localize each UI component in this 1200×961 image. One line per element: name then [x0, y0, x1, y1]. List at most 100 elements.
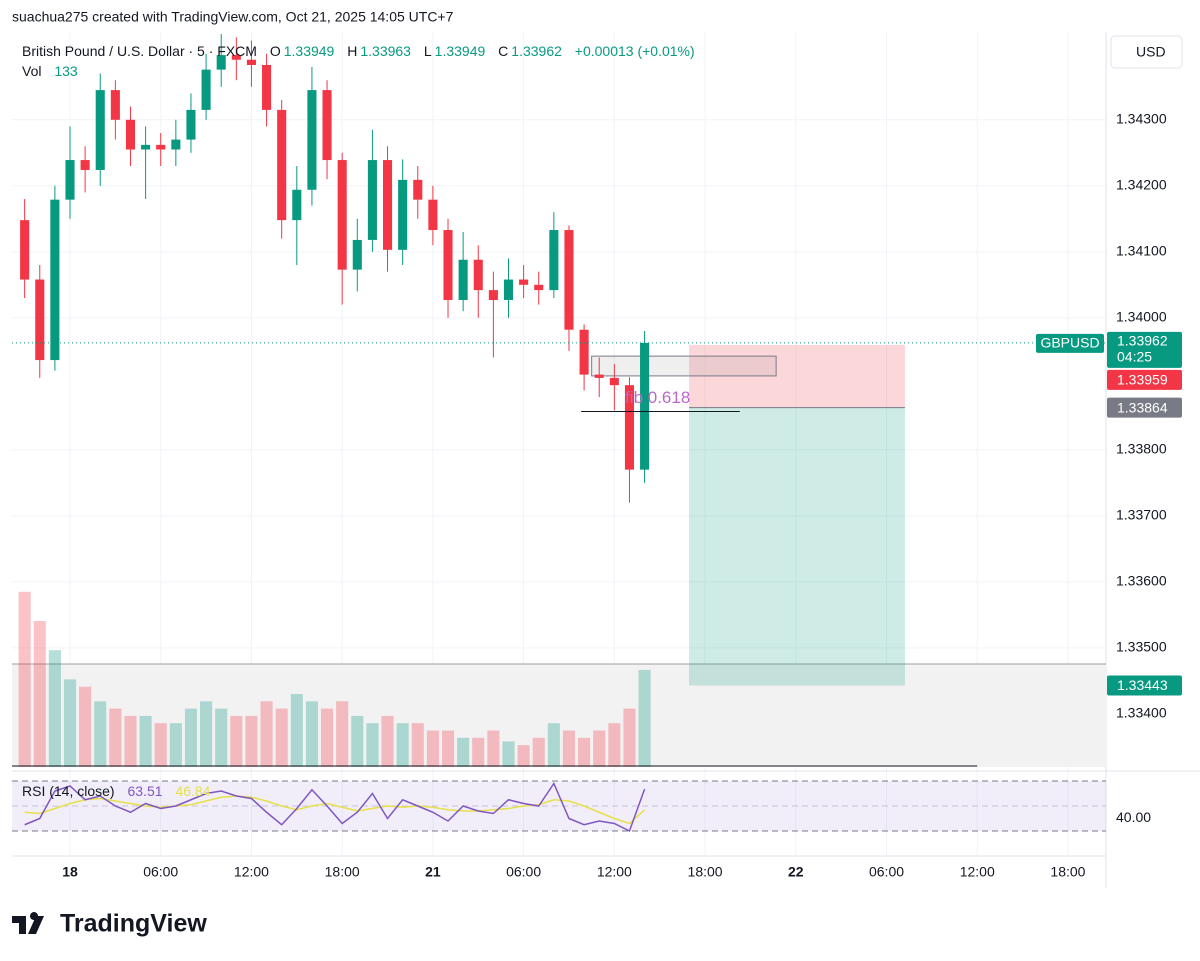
candle-body	[292, 189, 302, 221]
volume-bar	[441, 730, 455, 767]
volume-bar	[321, 708, 334, 767]
candle-body	[549, 230, 559, 291]
candle-body	[262, 65, 272, 110]
rsi-legend: RSI (14, close) 63.51 46.84	[22, 783, 213, 799]
volume-bar	[366, 723, 379, 767]
volume-bar	[275, 708, 288, 767]
volume-bar	[18, 591, 31, 767]
volume-bar	[547, 723, 560, 767]
candle-body	[246, 59, 256, 66]
countdown: 04:25	[1117, 349, 1152, 365]
ohlc-value: 1.33963	[360, 43, 411, 59]
volume-bar	[79, 686, 92, 767]
volume-legend: Vol 133	[22, 63, 81, 79]
candle-body	[398, 179, 408, 250]
candle-body	[352, 239, 362, 270]
volume-bar	[351, 715, 364, 767]
candle-body	[503, 279, 514, 301]
y-tick-label: 1.34200	[1116, 177, 1167, 193]
price-tag: 1.33443	[1117, 677, 1168, 693]
volume-bar	[230, 715, 243, 767]
rsi-ma-value: 46.84	[175, 783, 211, 799]
candle-body	[609, 377, 619, 386]
candle-body	[488, 290, 498, 301]
candle-body	[428, 199, 438, 231]
price-tag-bg	[1107, 369, 1182, 390]
candle-body	[534, 284, 544, 291]
candle-body	[594, 374, 604, 378]
currency-box[interactable]	[1110, 35, 1183, 69]
candle-body	[277, 109, 287, 221]
candle-body	[337, 160, 347, 270]
volume-bar	[169, 723, 182, 767]
volume-bar	[502, 741, 515, 767]
volume-bar	[200, 701, 213, 767]
candle-body	[231, 55, 241, 60]
volume-bar	[578, 737, 591, 767]
ohlc-value: 1.33962	[511, 43, 562, 59]
attribution: suachua275 created with TradingView.com,…	[12, 9, 454, 25]
x-tick-label: 12:00	[597, 864, 632, 880]
candle-body	[458, 259, 468, 301]
candle-body	[216, 55, 226, 70]
candle-body	[110, 90, 120, 120]
y-tick-label: 1.33600	[1116, 573, 1167, 589]
x-tick-label: 12:00	[960, 864, 995, 880]
y-tick-label: 1.34000	[1116, 309, 1167, 325]
candle-body	[367, 160, 377, 240]
candle-body	[201, 69, 211, 110]
rsi-line	[24, 781, 646, 833]
y-tick-label: 1.33400	[1116, 705, 1167, 721]
volume-bar	[48, 650, 61, 767]
ohlc-key: O	[269, 43, 281, 59]
ohlc-key: L	[423, 43, 432, 59]
candle-body	[519, 279, 529, 285]
candle-body	[125, 119, 136, 150]
currency: USD	[1136, 44, 1166, 60]
ohlc-key: H	[347, 43, 358, 59]
target-zone	[689, 407, 905, 686]
x-tick-label: 06:00	[143, 864, 178, 880]
x-tick-label: 18:00	[325, 864, 360, 880]
candle-body	[65, 160, 75, 200]
volume-bar	[305, 701, 318, 767]
volume-bar	[124, 715, 137, 767]
shaded-zone	[12, 664, 1106, 767]
candle-body	[156, 144, 166, 150]
volume-bar	[517, 745, 530, 767]
price-tag: 1.33959	[1117, 372, 1168, 388]
volume-bar	[336, 701, 349, 767]
price-tag-bg	[1107, 397, 1182, 418]
volume-bar	[109, 708, 122, 767]
volume-bar	[381, 715, 394, 767]
logo	[12, 912, 44, 934]
volume-bar	[154, 723, 167, 767]
volume-bar	[139, 715, 152, 767]
candle-body	[579, 329, 589, 375]
x-tick-label: 18:00	[1050, 864, 1085, 880]
volume-bar	[562, 730, 576, 767]
candle-body	[171, 139, 181, 150]
price-tag: 1.33864	[1117, 399, 1168, 415]
candle-body	[20, 220, 30, 280]
x-tick-label: 22	[788, 864, 804, 880]
y-tick-label: 1.33800	[1116, 441, 1167, 457]
vol-label: Vol	[22, 63, 42, 79]
volume-bar	[487, 730, 500, 767]
candle-body	[413, 179, 423, 200]
volume-bar	[472, 737, 485, 767]
change: +0.00013 (+0.01%)	[574, 43, 695, 59]
volume-bar	[260, 701, 273, 767]
candle-body	[141, 144, 151, 150]
volume-bar	[532, 737, 545, 767]
brand: TradingView	[60, 910, 207, 938]
box-drawing	[591, 355, 777, 377]
ohlc-value: 1.33949	[283, 43, 335, 59]
ohlc-value: 1.33949	[434, 43, 486, 59]
candle-body	[322, 90, 332, 161]
volume-bar	[457, 737, 470, 767]
grid	[12, 32, 1106, 856]
symbol: British Pound / U.S. Dollar · 5 · FXCM	[22, 43, 257, 59]
